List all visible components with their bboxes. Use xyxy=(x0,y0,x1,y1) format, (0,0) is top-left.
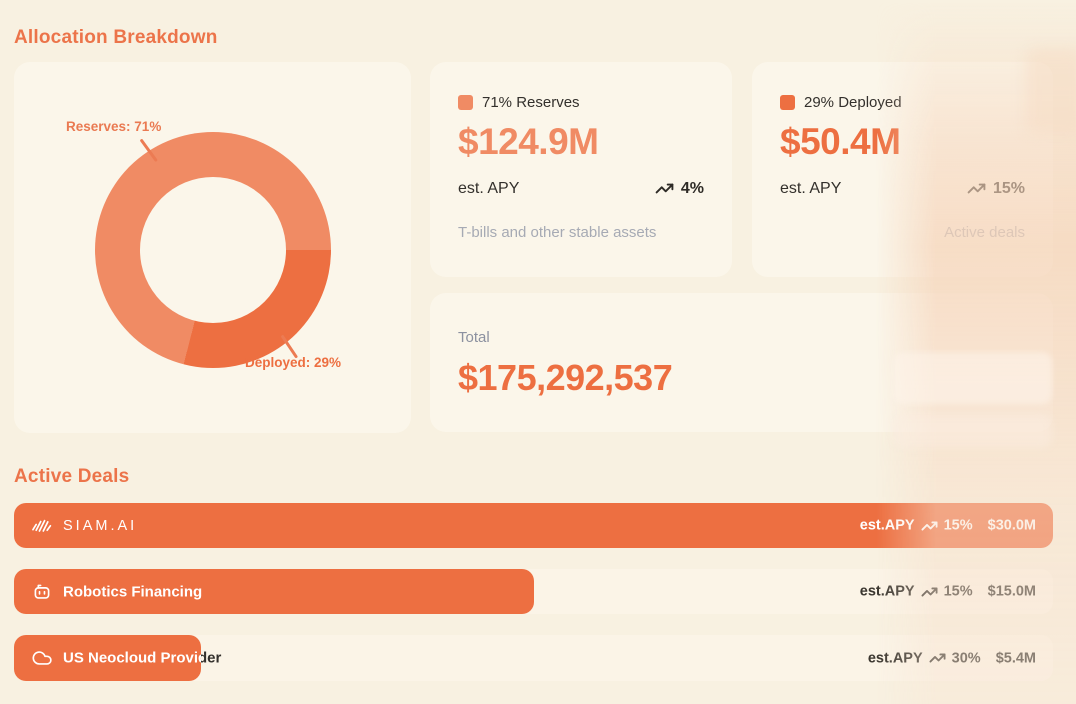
trending-up-icon xyxy=(929,650,946,667)
reserves-apy-label: est. APY xyxy=(458,179,520,197)
total-card: Total $175,292,537 xyxy=(430,293,1053,432)
deal-name: SIAM.AI xyxy=(63,517,138,534)
deal-row-robotics-financing[interactable]: Robotics Financing Robotics Financing es… xyxy=(14,569,1053,614)
trending-up-icon xyxy=(921,583,938,600)
deal-apy-label: est.APY xyxy=(859,517,915,534)
deployed-legend: 29% Deployed xyxy=(804,94,902,111)
deal-row-siam-ai[interactable]: SIAM.AI est.APY 15% $30.0M xyxy=(14,503,1053,548)
reserves-slice-label: Reserves: 71% xyxy=(66,119,162,134)
cloud-icon xyxy=(31,647,53,669)
reserves-swatch-icon xyxy=(458,95,473,110)
deal-apy-label: est.APY xyxy=(859,583,915,600)
deal-apy-value: 15% xyxy=(943,517,973,534)
deal-apy-label: est.APY xyxy=(867,650,923,666)
deal-name: Robotics Financing xyxy=(63,583,203,600)
deal-name: US Neocloud Provider xyxy=(63,649,201,667)
reserves-card: 71% Reserves $124.9M est. APY 4% T-bills… xyxy=(430,62,732,277)
deal-apy-value: 15% xyxy=(943,583,973,600)
trending-up-icon xyxy=(967,179,986,198)
deal-amount: $30.0M xyxy=(987,517,1036,534)
reserves-legend: 71% Reserves xyxy=(482,94,580,111)
deployed-card: 29% Deployed $50.4M est. APY 15% Active … xyxy=(752,62,1053,277)
total-amount: $175,292,537 xyxy=(458,357,673,398)
deal-bar: US Neocloud Provider xyxy=(14,635,202,681)
deal-amount: $15.0M xyxy=(987,583,1036,600)
deal-bar: Robotics Financing xyxy=(14,569,534,614)
allocation-donut-chart xyxy=(95,132,331,368)
allocation-donut-card: Reserves: 71% Deployed: 29% xyxy=(14,62,411,433)
trending-up-icon xyxy=(655,179,674,198)
deployed-apy-value: 15% xyxy=(992,179,1025,197)
reserves-amount: $124.9M xyxy=(458,121,599,162)
reserves-description: T-bills and other stable assets xyxy=(458,224,657,241)
deployed-slice-label: Deployed: 29% xyxy=(245,355,342,370)
deal-apy-value: 30% xyxy=(951,650,981,666)
allocation-breakdown-heading: Allocation Breakdown xyxy=(14,27,218,48)
siam-wave-icon xyxy=(31,515,53,537)
reserves-apy-value: 4% xyxy=(680,179,704,197)
deal-amount: $5.4M xyxy=(995,650,1036,666)
trending-up-icon xyxy=(921,517,938,534)
deployed-swatch-icon xyxy=(780,95,795,110)
deployed-amount: $50.4M xyxy=(780,121,901,162)
deployed-description: Active deals xyxy=(944,224,1025,241)
total-label: Total xyxy=(458,329,490,346)
active-deals-heading: Active Deals xyxy=(14,466,130,487)
deployed-apy-label: est. APY xyxy=(780,179,842,197)
robot-icon xyxy=(31,581,53,603)
deal-row-us-neocloud-provider[interactable]: US Neocloud Provider US Neocloud Provide… xyxy=(14,635,1053,681)
